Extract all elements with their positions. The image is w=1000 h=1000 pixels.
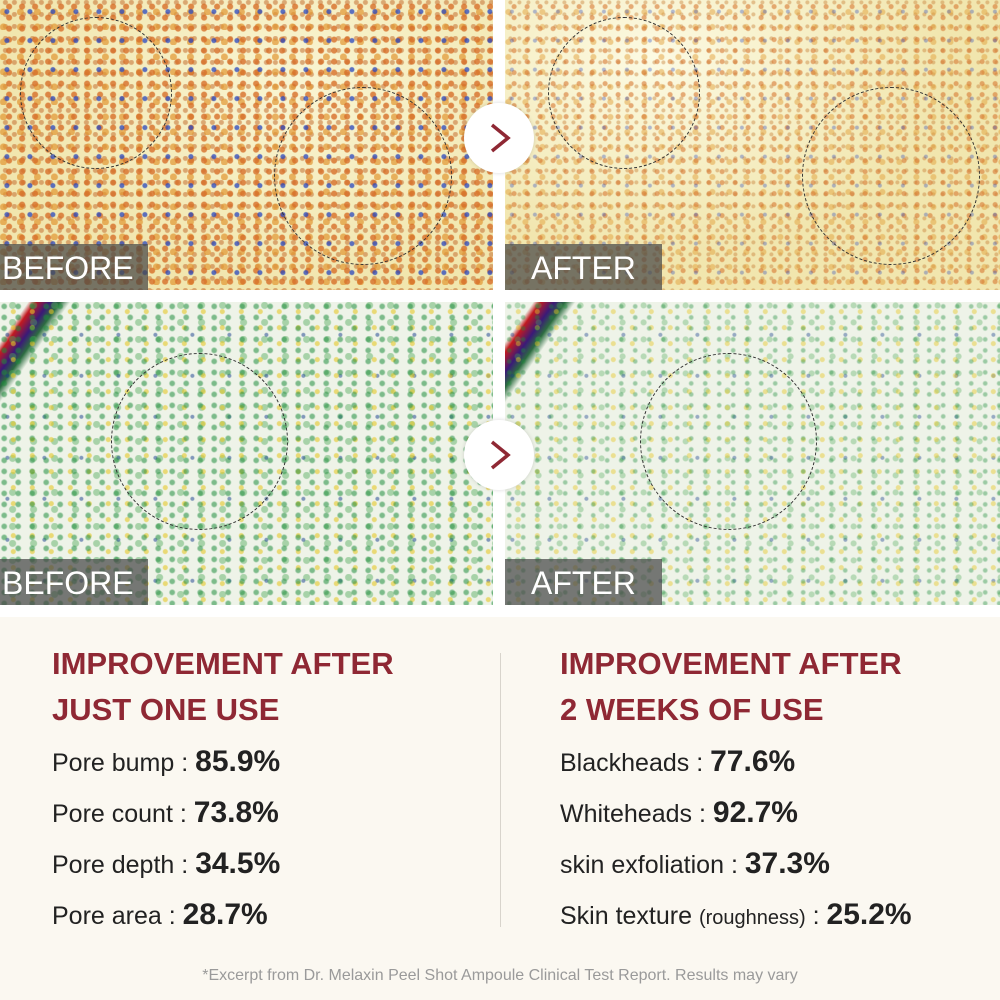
result-item: Pore depth : 34.5% — [52, 839, 394, 890]
item-label: Pore count — [52, 800, 173, 828]
colon: : — [696, 749, 704, 777]
result-item: Blackheads : 77.6% — [560, 737, 912, 788]
heading-line: IMPROVEMENT AFTER — [560, 646, 902, 681]
item-label: Pore depth — [52, 851, 175, 879]
result-item: Skin texture (roughness) : 25.2% — [560, 890, 912, 943]
focus-circle — [111, 353, 288, 530]
heading-line: JUST ONE USE — [52, 692, 280, 727]
after-photo: AFTER — [505, 302, 1000, 605]
result-item: skin exfoliation : 37.3% — [560, 839, 912, 890]
arrow-button — [464, 103, 534, 173]
photo-label: BEFORE — [0, 559, 148, 605]
colon: : — [168, 902, 176, 930]
heading-line: 2 WEEKS OF USE — [560, 692, 824, 727]
item-value: 34.5% — [195, 847, 281, 880]
results-section: IMPROVEMENT AFTER JUST ONE USE Pore bump… — [0, 617, 1000, 1000]
photo-label: AFTER — [505, 244, 662, 290]
focus-circle — [640, 353, 817, 530]
before-photo: BEFORE — [0, 0, 493, 290]
chevron — [490, 123, 511, 153]
before-photo: BEFORE — [0, 302, 493, 605]
result-item: Pore area : 28.7% — [52, 890, 394, 941]
results-column: IMPROVEMENT AFTER 2 WEEKS OF USE Blackhe… — [560, 641, 912, 943]
colon: : — [698, 800, 706, 828]
item-value: 28.7% — [182, 898, 268, 931]
item-label: Pore bump — [52, 749, 175, 777]
chevron — [490, 440, 511, 470]
item-label: skin exfoliation — [560, 851, 724, 879]
item-value: 25.2% — [826, 898, 912, 931]
results-column: IMPROVEMENT AFTER JUST ONE USE Pore bump… — [52, 641, 394, 941]
footnote: *Excerpt from Dr. Melaxin Peel Shot Ampo… — [202, 967, 798, 984]
photo-label: AFTER — [505, 559, 662, 605]
after-photo: AFTER — [505, 0, 1000, 290]
arrow-button — [464, 420, 534, 490]
result-item: Pore bump : 85.9% — [52, 737, 394, 788]
colon: : — [179, 800, 187, 828]
focus-circle — [20, 17, 172, 169]
result-item: Pore count : 73.8% — [52, 788, 394, 839]
item-label: Whiteheads — [560, 800, 693, 828]
focus-circle — [274, 87, 452, 265]
colon: : — [730, 851, 738, 879]
item-value: 85.9% — [195, 745, 281, 778]
heading-line: IMPROVEMENT AFTER — [52, 646, 394, 681]
divider — [500, 653, 501, 927]
item-value: 92.7% — [712, 796, 798, 829]
photo-label: BEFORE — [0, 244, 148, 290]
colon: : — [181, 749, 189, 777]
item-label: Blackheads — [560, 749, 690, 777]
focus-circle — [548, 17, 700, 169]
colon: : — [181, 851, 189, 879]
item-note: (roughness) — [698, 907, 806, 929]
result-item: Whiteheads : 92.7% — [560, 788, 912, 839]
colon: : — [812, 902, 820, 930]
item-value: 77.6% — [710, 745, 796, 778]
focus-circle — [802, 87, 980, 265]
item-label: Skin texture — [560, 902, 693, 930]
item-label: Pore area — [52, 902, 162, 930]
item-value: 73.8% — [193, 796, 279, 829]
item-value: 37.3% — [744, 847, 830, 880]
